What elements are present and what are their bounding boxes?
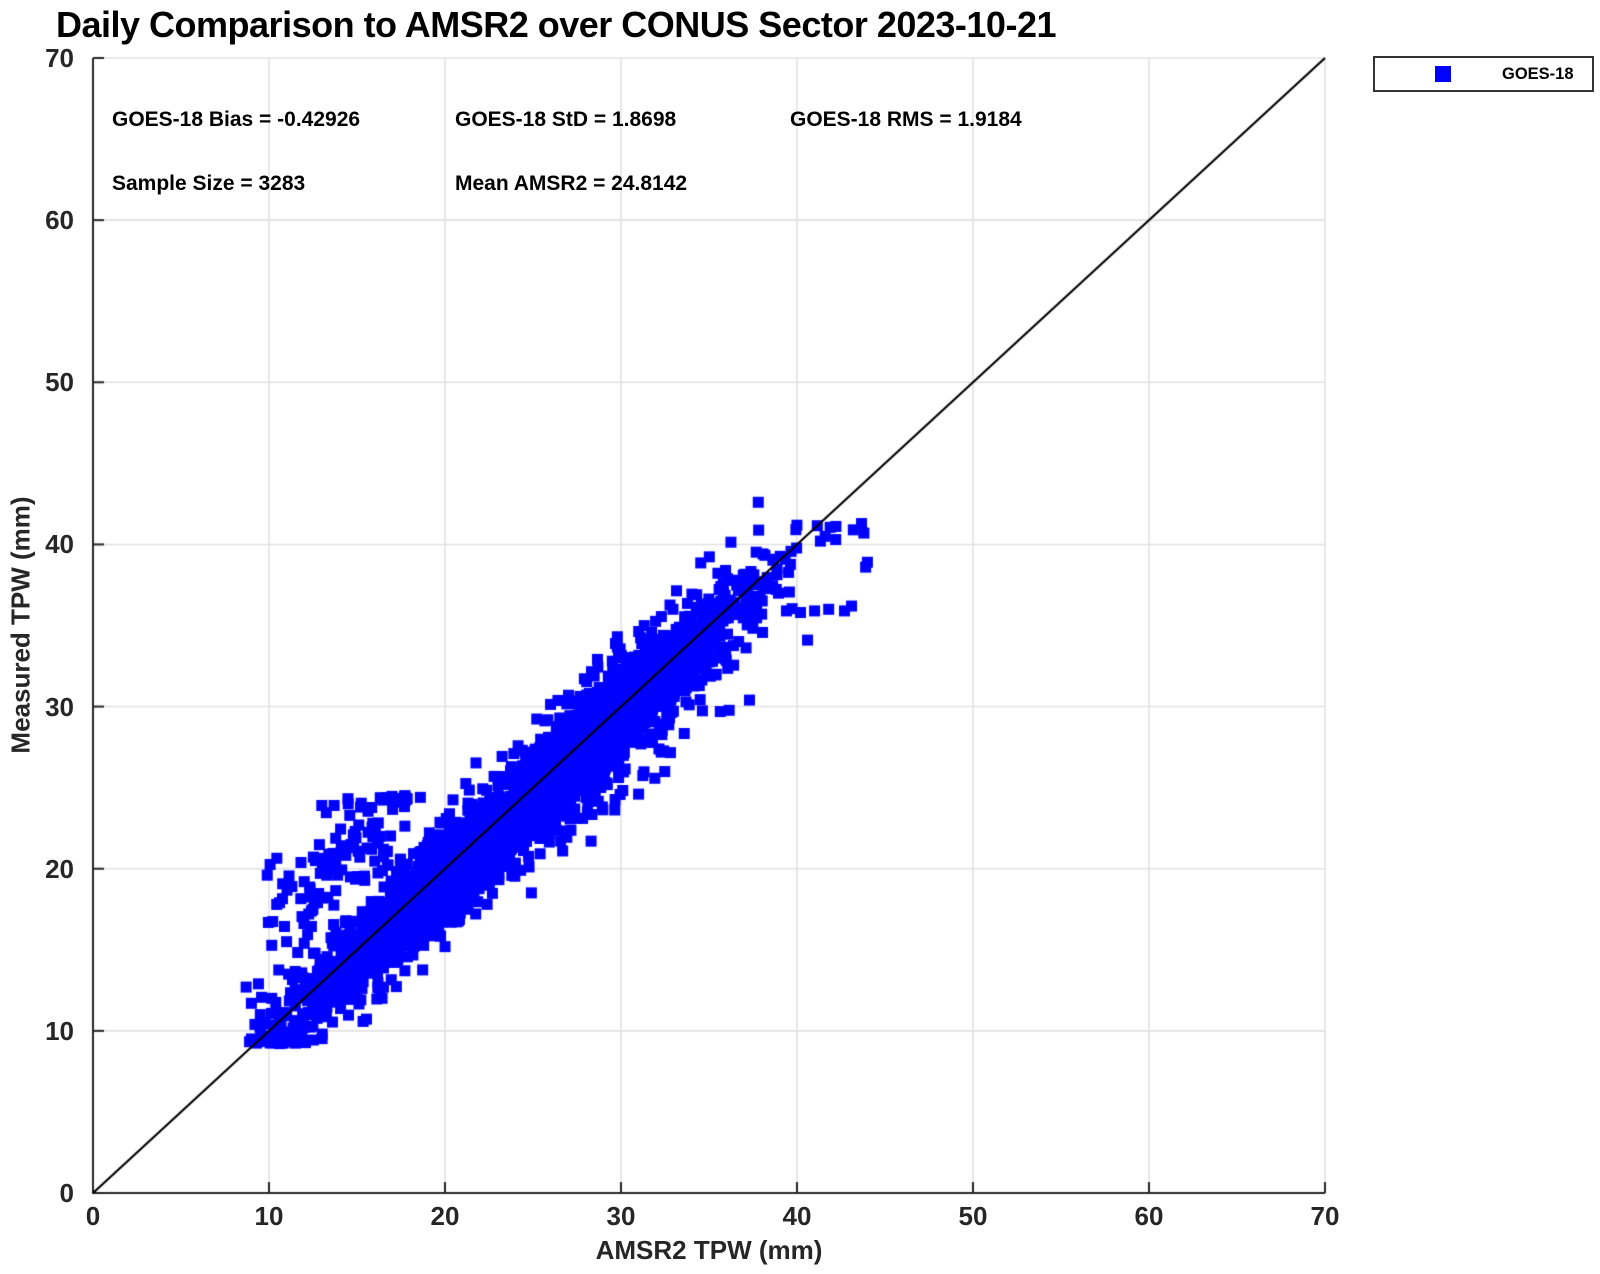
y-tick-label: 0 [59,1178,74,1208]
y-tick-label: 20 [45,853,74,884]
stat-sample-size: Sample Size = 3283 [112,172,306,195]
y-axis-label: Measured TPW (mm) [5,496,36,754]
x-tick-label: 10 [254,1201,284,1231]
y-tick-label: 40 [45,529,74,560]
legend-label: GOES-18 [1502,65,1574,83]
y-tick-label: 50 [45,367,74,398]
x-tick-label: 70 [1310,1201,1340,1231]
x-axis-label: AMSR2 TPW (mm) [595,1235,823,1265]
y-tick-label: 30 [45,691,74,722]
stat-mean-amsr2: Mean AMSR2 = 24.8142 [455,172,688,195]
x-tick-label: 60 [1134,1201,1164,1231]
legend-marker-square [1435,66,1451,82]
x-tick-label: 0 [85,1201,101,1231]
x-tick-label: 20 [430,1201,460,1231]
x-tick-label: 30 [606,1201,636,1231]
stat-std: GOES-18 StD = 1.8698 [455,108,677,131]
y-tick-label: 10 [45,1015,74,1046]
stat-rms: GOES-18 RMS = 1.9184 [790,108,1022,131]
legend: GOES-18 [1373,56,1594,92]
y-tick-label: 70 [45,43,74,73]
y-tick-label: 60 [45,205,74,236]
x-tick-label: 50 [958,1201,988,1231]
x-tick-label: 40 [782,1201,812,1231]
chart-title: Daily Comparison to AMSR2 over CONUS Sec… [56,4,1056,45]
stat-bias: GOES-18 Bias = -0.42926 [112,108,361,131]
